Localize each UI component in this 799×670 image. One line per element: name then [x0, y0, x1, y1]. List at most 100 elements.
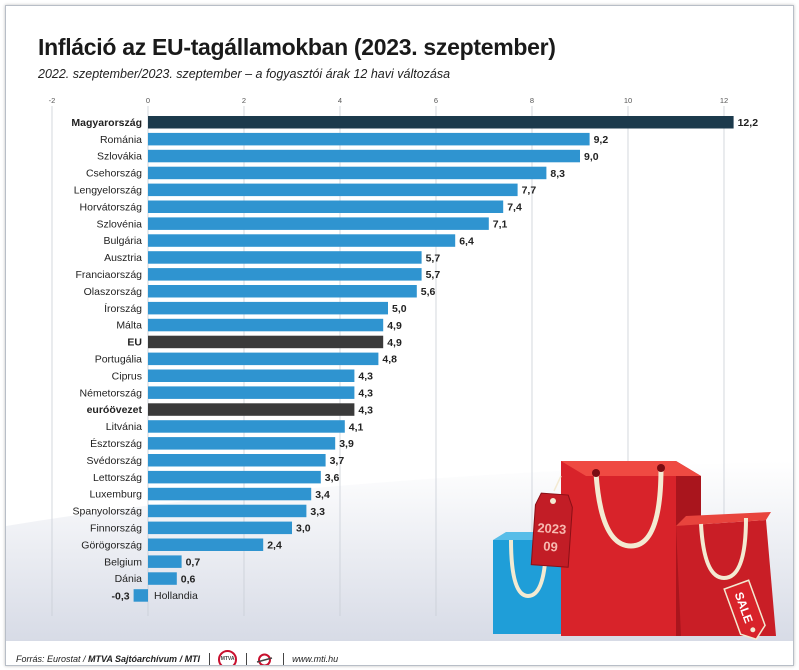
category-label: Finnország: [90, 522, 142, 534]
value-label: 7,4: [507, 202, 522, 214]
category-label: Olaszország: [84, 286, 143, 298]
bar-litvánia: [148, 420, 345, 433]
bar-euróövezet: [148, 403, 355, 416]
bar-ausztria: [148, 251, 422, 264]
x-tick-label: 12: [720, 96, 728, 105]
bar-hollandia: [133, 589, 148, 602]
value-label: 3,3: [310, 506, 325, 518]
tag-year-text: 2023: [537, 520, 567, 537]
value-label: 9,0: [584, 151, 599, 163]
bar-csehország: [148, 166, 547, 180]
bar-lettország: [148, 470, 321, 484]
x-tick-label: 4: [338, 96, 342, 105]
value-label: -0,3: [112, 590, 130, 602]
category-label: Bulgária: [103, 235, 142, 247]
footer-separator: [245, 652, 247, 665]
value-label: 5,7: [426, 269, 441, 281]
bar-görögország: [148, 538, 264, 551]
x-tick-label: 8: [530, 96, 534, 105]
value-label: 3,6: [325, 472, 340, 484]
footer-separator: [282, 652, 284, 665]
category-label: Franciaország: [75, 269, 142, 281]
inflation-bar-chart: -2 0 2 4 6 8 10 12 Magyarország Románia Szlovákia…: [6, 96, 793, 641]
source-label: Forrás: Eurostat /: [16, 653, 86, 664]
price-tag: 2023 09: [530, 475, 573, 568]
value-label: 5,7: [426, 252, 441, 264]
bar-ciprus: [148, 369, 355, 382]
category-label: Ausztria: [104, 252, 142, 264]
category-label: Luxemburg: [89, 489, 142, 501]
category-label: Svédország: [87, 455, 143, 467]
value-label: 0,6: [181, 573, 196, 585]
category-label: Horvátország: [80, 201, 143, 213]
value-label: 4,1: [349, 421, 364, 433]
bar-bulgária: [148, 234, 456, 247]
value-label: 4,3: [358, 371, 373, 383]
bar-írország: [148, 301, 388, 315]
value-label: 5,6: [421, 286, 436, 298]
value-label: 4,9: [387, 337, 402, 349]
category-label: Írország: [104, 302, 142, 315]
bar-belgium: [148, 555, 182, 568]
tag-month-text: 09: [543, 538, 558, 554]
mti-logo-icon: [256, 653, 273, 665]
value-label: 4,8: [382, 354, 397, 366]
category-label: Szlovénia: [96, 218, 142, 230]
value-label: 3,0: [296, 523, 311, 535]
shopping-bags-illustration: 2023 09 SALE: [493, 461, 776, 641]
value-label: 4,3: [358, 404, 373, 416]
category-label: Belgium: [104, 556, 142, 568]
category-label: Málta: [116, 320, 142, 332]
category-label: Litvánia: [106, 421, 142, 433]
bar-szlovákia: [148, 149, 580, 163]
bar-magyarország: [148, 116, 734, 129]
category-label: Lengyelország: [74, 184, 142, 196]
bar-eu: [148, 335, 384, 349]
value-label: 0,7: [186, 556, 201, 568]
bar-olaszország: [148, 285, 417, 298]
chart-title: Infláció az EU-tagállamokban (2023. szep…: [38, 34, 556, 60]
footer-separator: [208, 652, 210, 665]
chart-subtitle: 2022. szeptember/2023. szeptember – a fo…: [38, 67, 451, 81]
category-label: Spanyolország: [73, 506, 143, 518]
x-tick-label: 0: [146, 96, 150, 105]
category-label: euróövezet: [87, 404, 143, 416]
category-label: Hollandia: [154, 590, 198, 602]
bar-észtország: [148, 437, 336, 450]
bar-luxemburg: [148, 487, 312, 501]
value-label: 9,2: [594, 134, 609, 146]
value-label: 7,1: [493, 218, 508, 230]
value-label: 4,9: [387, 320, 402, 332]
category-label: Portugália: [95, 353, 142, 365]
value-label: 7,7: [522, 185, 537, 197]
bar-svédország: [148, 454, 326, 467]
bar-lengyelország: [148, 183, 518, 197]
credit-label: MTVA Sajtóarchívum / MTI: [88, 653, 201, 664]
bar-szlovénia: [148, 217, 489, 230]
website-link[interactable]: www.mti.hu: [292, 653, 339, 664]
category-label: Lettország: [93, 472, 142, 484]
category-label: Románia: [100, 134, 142, 146]
category-label: Magyarország: [71, 117, 142, 129]
value-label: 8,3: [550, 168, 565, 180]
sale-tag: SALE: [723, 579, 766, 641]
category-label: Görögország: [81, 539, 142, 551]
footer: Forrás: Eurostat / MTVA Sajtóarchívum / …: [16, 650, 339, 665]
x-tick-label: 6: [434, 96, 438, 105]
bar-horvátország: [148, 200, 504, 213]
bar-románia: [148, 132, 590, 146]
value-label: 4,3: [358, 387, 373, 399]
bar-finnország: [148, 521, 292, 535]
bar-málta: [148, 318, 384, 332]
category-label: EU: [127, 337, 142, 349]
bar-németország: [148, 386, 355, 399]
bar-franciaország: [148, 268, 422, 281]
mtva-logo: MTVA: [218, 650, 238, 665]
value-label: 3,4: [315, 489, 330, 501]
category-label: Csehország: [86, 168, 142, 180]
x-tick-label: 2: [242, 96, 246, 105]
value-label: 6,4: [459, 235, 474, 247]
category-label: Ciprus: [112, 370, 142, 382]
x-tick-label: -2: [49, 96, 56, 105]
infographic-frame: Infláció az EU-tagállamokban (2023. szep…: [5, 5, 794, 666]
